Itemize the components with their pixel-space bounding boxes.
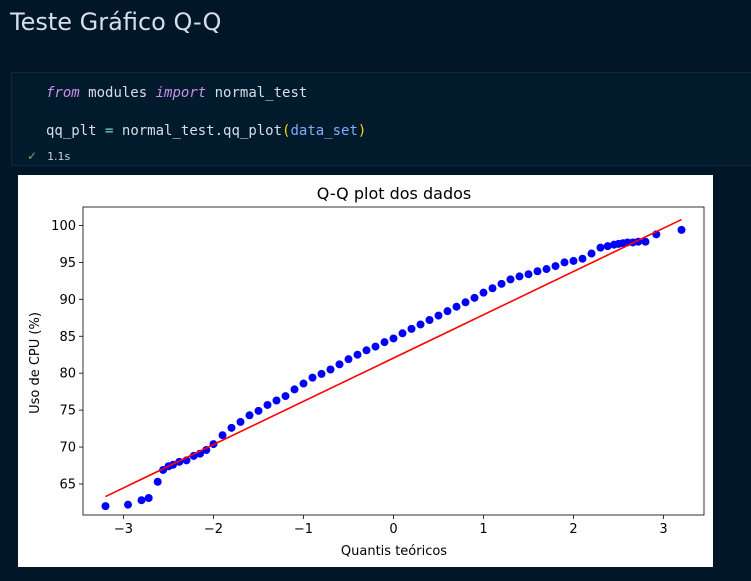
data-point — [578, 254, 587, 263]
data-point — [290, 385, 299, 394]
code-line-import[interactable]: from modules import normal_test — [46, 85, 307, 101]
y-axis-label: Uso de CPU (%) — [28, 312, 43, 414]
data-point — [326, 365, 335, 374]
variable-name: qq_plt — [46, 123, 97, 139]
execution-status: ✓ 1.1s — [27, 149, 70, 163]
data-point — [263, 400, 272, 409]
data-point — [497, 279, 506, 288]
data-point — [560, 258, 569, 267]
data-point — [398, 329, 407, 338]
function-call: normal_test.qq_plot — [121, 123, 283, 139]
code-cell[interactable]: from modules import normal_test qq_plt =… — [11, 72, 751, 166]
data-point — [153, 477, 162, 486]
data-point — [677, 225, 686, 234]
data-point — [407, 324, 416, 333]
markdown-heading: Teste Gráfico Q-Q — [10, 8, 222, 36]
plot-area: −3 −2 −1 0 1 2 3 65 70 75 80 85 90 95 100 — [51, 206, 705, 537]
y-tick-label: 95 — [59, 256, 76, 271]
data-point — [272, 396, 281, 405]
x-tick-label: −1 — [294, 522, 313, 537]
data-point — [452, 302, 461, 311]
fit-line — [105, 218, 682, 498]
data-point — [603, 242, 612, 251]
y-tick-label: 70 — [59, 441, 76, 456]
data-point — [281, 392, 290, 401]
data-point — [569, 256, 578, 265]
data-point — [506, 275, 515, 284]
keyword-import: import — [155, 85, 207, 101]
data-point — [533, 267, 542, 276]
data-point — [308, 373, 317, 382]
data-point — [596, 243, 605, 252]
data-point — [515, 272, 524, 281]
y-tick-label: 85 — [59, 330, 76, 345]
data-point — [245, 411, 254, 420]
chart-title: Q-Q plot dos dados — [317, 184, 471, 203]
cell-output: Q-Q plot dos dados −3 −2 −1 0 1 2 3 65 70 75 80 85 9… — [18, 175, 713, 567]
x-tick-label: 2 — [569, 522, 577, 537]
argument-name: data_set — [290, 123, 358, 139]
y-tick-label: 75 — [59, 404, 76, 419]
data-point — [371, 342, 380, 351]
data-point — [254, 406, 263, 415]
data-point — [434, 311, 443, 320]
data-point — [479, 288, 488, 297]
data-point — [425, 316, 434, 325]
data-point — [362, 346, 371, 355]
data-point — [551, 262, 560, 271]
imported-name: normal_test — [214, 85, 308, 101]
data-point — [137, 496, 146, 505]
data-point — [202, 446, 211, 455]
qq-plot-chart: Q-Q plot dos dados −3 −2 −1 0 1 2 3 65 70 75 80 85 9… — [28, 184, 705, 559]
data-point — [335, 360, 344, 369]
data-point — [488, 284, 497, 293]
data-point — [353, 350, 362, 359]
data-point — [380, 338, 389, 347]
data-point — [144, 494, 153, 503]
data-point — [236, 417, 245, 426]
x-tick-label: 0 — [389, 522, 397, 537]
data-point — [461, 298, 470, 307]
data-point — [641, 237, 650, 246]
data-point — [101, 502, 110, 511]
data-point — [317, 369, 326, 378]
code-line-call[interactable]: qq_plt = normal_test.qq_plot(data_set) — [46, 123, 366, 139]
x-tick-label: −2 — [204, 522, 223, 537]
execution-time: 1.1s — [47, 150, 71, 163]
data-point — [416, 320, 425, 329]
data-point — [344, 355, 353, 364]
x-tick-label: −3 — [114, 522, 133, 537]
y-tick-label: 100 — [51, 219, 76, 234]
data-point — [389, 334, 398, 343]
module-name: modules — [88, 85, 148, 101]
x-tick-label: 3 — [659, 522, 667, 537]
data-point — [443, 307, 452, 316]
data-point — [587, 249, 596, 258]
y-tick-label: 90 — [59, 293, 76, 308]
open-paren: ( — [282, 123, 291, 139]
x-axis-label: Quantis teóricos — [341, 544, 447, 559]
data-point — [124, 500, 132, 509]
data-point — [299, 379, 308, 388]
data-point — [470, 293, 479, 302]
y-tick-label: 65 — [59, 477, 76, 492]
data-point — [218, 431, 227, 440]
data-point — [524, 270, 533, 279]
close-paren: ) — [357, 123, 367, 139]
data-point — [227, 423, 236, 432]
data-point — [542, 265, 551, 274]
assign-operator: = — [105, 123, 114, 139]
checkmark-icon: ✓ — [27, 149, 38, 163]
x-tick-label: 1 — [479, 522, 487, 537]
y-tick-label: 80 — [59, 367, 76, 382]
keyword-from: from — [46, 85, 80, 101]
